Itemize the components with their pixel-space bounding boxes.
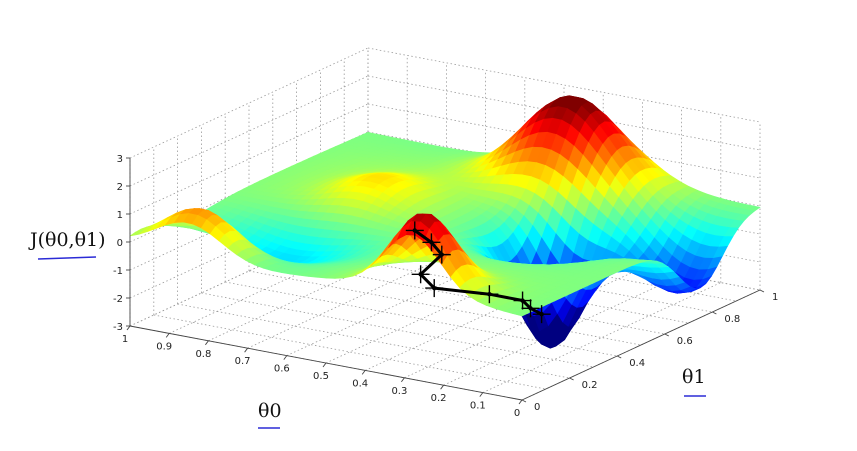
y-tick-mark <box>616 355 622 359</box>
x-tick-label: 0.2 <box>431 393 447 404</box>
x-tick-mark <box>244 347 248 353</box>
x-axis-label: θ0 <box>258 400 282 422</box>
y-tick-label: 0 <box>534 402 540 413</box>
x-tick-label: 0.5 <box>313 371 329 382</box>
descent-path <box>405 221 551 324</box>
x-tick-label: 0.1 <box>470 401 486 412</box>
z-axis-label: J(θ0,θ1) <box>28 229 106 251</box>
surface-patch <box>512 310 529 317</box>
grid-line <box>248 270 642 346</box>
cost-surface <box>129 95 761 349</box>
y-tick-label: 0.4 <box>629 358 645 369</box>
x-tick-mark <box>440 384 444 390</box>
x-tick-label: 0.4 <box>352 378 368 389</box>
x-tick-label: 0.3 <box>391 386 407 397</box>
z-tick-label: 1 <box>117 210 123 221</box>
z-tick-label: -3 <box>113 322 123 333</box>
tick-labels: 1 0.9 0.8 0.7 0.6 0.5 0.4 0.3 0.2 0.1 0 0 0.2 0.4 0.6 0… <box>113 154 778 419</box>
descent-step-marker <box>411 265 430 284</box>
grid-line <box>153 314 546 390</box>
descent-step-marker <box>422 233 441 252</box>
x-tick-mark <box>283 355 288 360</box>
descent-step-marker <box>432 245 451 264</box>
grid-line <box>296 248 689 324</box>
z-axis-label-underline <box>37 256 97 260</box>
y-tick-mark <box>759 289 765 293</box>
x-tick-label: 1 <box>122 334 128 345</box>
x-tick-mark <box>401 377 405 383</box>
x-tick-label: 0.9 <box>156 341 172 352</box>
x-tick-label: 0.6 <box>274 364 290 375</box>
z-tick-label: -2 <box>113 294 123 305</box>
z-tick-label: -1 <box>113 266 123 277</box>
z-tick-label: 3 <box>117 154 123 165</box>
descent-step-marker <box>425 279 444 298</box>
y-axis-line <box>521 289 761 401</box>
x-tick-mark <box>361 370 366 375</box>
grid-line <box>177 303 570 379</box>
grid-line <box>272 259 665 335</box>
y-tick-label: 1 <box>772 292 778 303</box>
x-tick-label: 0.7 <box>235 356 251 367</box>
descent-step-marker <box>532 305 551 324</box>
grid-line <box>367 103 761 179</box>
x-tick-mark <box>205 340 209 346</box>
descent-step-marker <box>480 285 499 304</box>
x-tick-label: 0.8 <box>195 349 211 360</box>
grid-line <box>201 292 594 368</box>
descent-step-marker <box>521 299 540 318</box>
x-tick-label: 0 <box>514 408 520 419</box>
grid-line <box>367 75 761 151</box>
x-tick-mark <box>518 399 523 405</box>
z-tick-label: 0 <box>117 238 123 249</box>
y-tick-mark <box>521 399 527 403</box>
y-axis-label: θ1 <box>682 366 706 388</box>
y-tick-mark <box>712 311 717 315</box>
x-tick-mark <box>165 333 170 338</box>
z-tick-label: 2 <box>117 182 123 193</box>
descent-step-marker <box>513 291 532 310</box>
x-tick-mark <box>479 392 484 397</box>
y-tick-mark <box>664 333 670 337</box>
grid-line <box>320 237 713 313</box>
grid-line <box>367 47 761 123</box>
y-tick-label: 0.2 <box>582 380 598 391</box>
descent-step-marker <box>405 221 424 240</box>
y-tick-label: 0.8 <box>724 314 740 325</box>
x-tick-mark <box>322 362 327 368</box>
y-tick-mark <box>569 377 574 381</box>
x-tick-mark <box>126 325 131 331</box>
y-tick-label: 0.6 <box>677 336 693 347</box>
